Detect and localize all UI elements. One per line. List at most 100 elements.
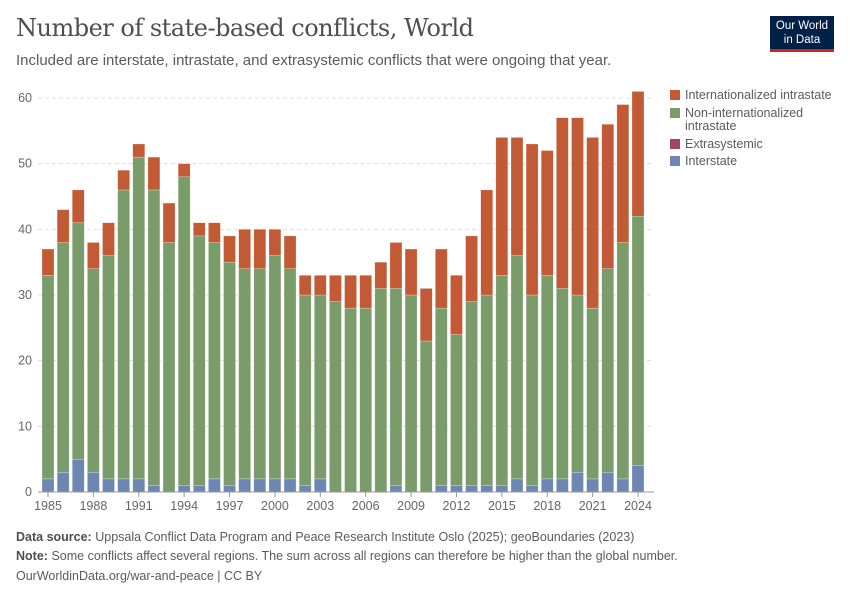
bar-segment-non-internationalized-intrastate (132, 156, 146, 480)
bar-segment-non-internationalized-intrastate (238, 268, 251, 480)
bar-segment-non-internationalized-intrastate (72, 222, 85, 460)
bar-segment-internationalized-intrastate (525, 143, 539, 296)
bar-segment-interstate (435, 485, 448, 493)
bar-segment-internationalized-intrastate (601, 124, 614, 269)
bar-segment-internationalized-intrastate (72, 189, 85, 224)
bar-segment-non-internationalized-intrastate (162, 242, 176, 493)
legend-label: Non-internationalized intrastate (685, 106, 804, 133)
y-tick-label: 40 (18, 222, 32, 236)
legend-swatch (670, 156, 680, 166)
bar-segment-internationalized-intrastate (344, 275, 357, 309)
bar-segment-interstate (556, 478, 569, 493)
bar-segment-non-internationalized-intrastate (435, 307, 448, 486)
bar-segment-interstate (283, 478, 297, 493)
bar-segment-internationalized-intrastate (450, 275, 463, 335)
x-tick-label: 2000 (261, 499, 289, 513)
bar-segment-internationalized-intrastate (495, 137, 509, 276)
bar-segment-non-internationalized-intrastate (298, 294, 312, 486)
bar-segment-non-internationalized-intrastate (268, 255, 282, 480)
bar-segment-internationalized-intrastate (314, 275, 327, 296)
bar-segment-non-internationalized-intrastate (87, 268, 100, 473)
bar-segment-interstate (177, 485, 191, 493)
note-text: Some conflicts affect several regions. T… (51, 549, 678, 563)
data-source: Data source: Uppsala Conflict Data Progr… (16, 530, 634, 544)
bar-segment-internationalized-intrastate (177, 163, 191, 178)
bar-segment-interstate (450, 485, 463, 493)
source-label: Data source: (16, 530, 92, 544)
y-tick-label: 0 (25, 485, 32, 499)
x-tick-label: 2003 (306, 499, 334, 513)
x-tick-label: 1988 (79, 499, 107, 513)
bar-segment-non-internationalized-intrastate (253, 268, 267, 480)
bar-segment-interstate (41, 478, 55, 493)
bar-segment-internationalized-intrastate (87, 242, 100, 269)
bar-segment-interstate (268, 478, 282, 493)
bar-segment-interstate (465, 485, 478, 493)
bar-segment-interstate (601, 472, 614, 493)
bar-segment-interstate (87, 472, 100, 493)
bar-segment-internationalized-intrastate (132, 143, 146, 158)
bar-segment-non-internationalized-intrastate (525, 294, 539, 486)
bar-segment-interstate (480, 485, 493, 493)
bar-segment-internationalized-intrastate (298, 275, 312, 296)
bar-segment-internationalized-intrastate (253, 229, 267, 269)
x-tick-label: 2021 (579, 499, 607, 513)
bar-segment-internationalized-intrastate (631, 91, 645, 217)
bar-segment-non-internationalized-intrastate (510, 255, 524, 480)
legend-swatch (670, 139, 680, 149)
bar-segment-internationalized-intrastate (193, 222, 206, 237)
bar-segment-internationalized-intrastate (268, 229, 282, 256)
legend-label: Extrasystemic (685, 137, 763, 151)
y-tick-label: 10 (18, 419, 32, 433)
bar-segment-non-internationalized-intrastate (495, 275, 509, 486)
x-tick-label: 2024 (624, 499, 652, 513)
bar-segment-interstate (495, 485, 509, 493)
bar-segment-internationalized-intrastate (238, 229, 251, 269)
bar-segment-non-internationalized-intrastate (117, 189, 130, 480)
bar-segment-internationalized-intrastate (223, 235, 236, 263)
bar-segment-non-internationalized-intrastate (344, 307, 357, 493)
x-tick-label: 2015 (488, 499, 516, 513)
bar-segment-non-internationalized-intrastate (329, 301, 342, 493)
bar-segment-internationalized-intrastate (329, 275, 342, 302)
y-tick-label: 50 (18, 157, 32, 171)
bar-segment-internationalized-intrastate (616, 104, 630, 243)
x-tick-label: 1985 (34, 499, 62, 513)
bar-segment-interstate (223, 485, 236, 493)
bar-segment-non-internationalized-intrastate (102, 255, 115, 480)
bar-segment-non-internationalized-intrastate (389, 288, 403, 486)
bar-segment-internationalized-intrastate (208, 222, 221, 243)
bar-segment-internationalized-intrastate (404, 248, 418, 296)
x-tick-label: 1994 (170, 499, 198, 513)
bar-segment-interstate (525, 485, 539, 493)
bar-segment-interstate (631, 465, 645, 493)
bar-segment-internationalized-intrastate (117, 169, 130, 191)
bar-segment-internationalized-intrastate (510, 137, 524, 256)
x-tick-label: 1997 (216, 499, 244, 513)
legend-swatch (670, 108, 680, 118)
bar-segment-interstate (616, 478, 630, 493)
note: Note: Some conflicts affect several regi… (16, 549, 678, 563)
bar-segment-non-internationalized-intrastate (41, 275, 55, 480)
bar-segment-non-internationalized-intrastate (616, 242, 630, 480)
owid-logo[interactable]: Our World in Data (770, 16, 834, 52)
bar-segment-interstate (193, 485, 206, 493)
bar-segment-internationalized-intrastate (147, 156, 161, 191)
bar-segment-interstate (314, 478, 327, 493)
bar-segment-interstate (117, 478, 130, 493)
bar-segment-non-internationalized-intrastate (540, 275, 554, 480)
bar-segment-non-internationalized-intrastate (571, 294, 584, 473)
source-text: Uppsala Conflict Data Program and Peace … (95, 530, 635, 544)
x-tick-label: 1991 (125, 499, 153, 513)
x-tick-label: 2006 (352, 499, 380, 513)
y-tick-label: 60 (18, 91, 32, 105)
x-tick-label: 2012 (443, 499, 471, 513)
bar-segment-internationalized-intrastate (389, 242, 403, 289)
bar-segment-internationalized-intrastate (540, 150, 554, 276)
bar-segment-non-internationalized-intrastate (556, 288, 569, 480)
bar-segment-interstate (132, 478, 146, 493)
legend-swatch (670, 90, 680, 100)
source-link[interactable]: OurWorldinData.org/war-and-peace | CC BY (16, 569, 263, 583)
